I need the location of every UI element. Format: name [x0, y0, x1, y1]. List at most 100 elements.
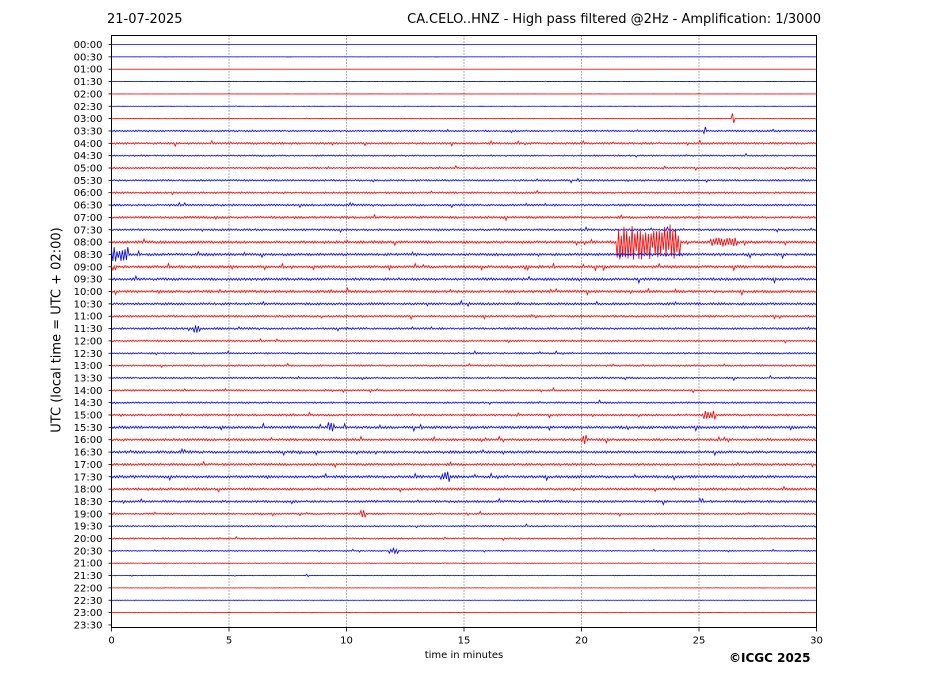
trace-line	[111, 213, 817, 222]
y-tick-label: 20:00	[74, 534, 103, 545]
copyright-notice: ©ICGC 2025	[729, 651, 811, 665]
y-tick-label: 05:30	[74, 176, 103, 187]
y-tick-label: 00:30	[74, 52, 103, 63]
y-tick-label: 22:30	[74, 596, 103, 607]
y-tick-label: 05:00	[74, 164, 103, 175]
y-tick-label: 08:30	[74, 250, 103, 261]
y-tick-label: 23:30	[74, 620, 103, 631]
y-tick-label: 12:00	[74, 336, 103, 347]
y-tick-label: 10:00	[74, 287, 103, 298]
y-tick-label: 15:00	[74, 411, 103, 422]
y-tick-label: 21:30	[74, 571, 103, 582]
trace-line	[111, 201, 817, 209]
y-tick-label: 16:00	[74, 435, 103, 446]
trace-line	[111, 573, 817, 578]
plot-frame	[111, 35, 817, 628]
x-tick-label: 0	[108, 636, 114, 647]
y-tick-label: 20:30	[74, 546, 103, 557]
trace-line	[111, 460, 817, 469]
y-tick-label: 03:00	[74, 114, 103, 125]
y-tick-label: 13:00	[74, 361, 103, 372]
trace-line	[111, 80, 817, 83]
y-tick-label: 12:30	[74, 349, 103, 360]
y-tick-label: 15:30	[74, 423, 103, 434]
trace-line	[111, 410, 817, 420]
trace-line	[111, 139, 817, 148]
trace-line	[111, 189, 817, 196]
trace-line	[111, 350, 817, 356]
trace-line	[111, 485, 817, 493]
y-tick-label: 06:00	[74, 188, 103, 199]
trace-line	[111, 152, 817, 158]
y-tick-label: 08:00	[74, 238, 103, 249]
x-tick-label: 25	[693, 636, 706, 647]
y-tick-label: 23:00	[74, 608, 103, 619]
y-tick-label: 10:30	[74, 299, 103, 310]
y-tick-label: 06:30	[74, 201, 103, 212]
y-tick-label: 19:30	[74, 522, 103, 533]
y-tick-label: 13:30	[74, 373, 103, 384]
y-tick-label: 04:00	[74, 139, 103, 150]
trace-line	[111, 546, 817, 555]
y-tick-label: 17:30	[74, 472, 103, 483]
x-tick-label: 30	[810, 636, 823, 647]
trace-line	[111, 434, 817, 445]
y-tick-label: 11:00	[74, 312, 103, 323]
y-tick-label: 00:00	[74, 40, 103, 51]
y-tick-label: 18:00	[74, 485, 103, 496]
trace-line	[111, 226, 817, 234]
y-tick-label: 01:30	[74, 77, 103, 88]
y-tick-label: 16:30	[74, 448, 103, 459]
x-tick-label: 20	[575, 636, 588, 647]
trace-line	[111, 362, 817, 369]
date-label: 21-07-2025	[107, 12, 183, 27]
trace-line	[111, 286, 817, 297]
y-tick-label: 09:00	[74, 262, 103, 273]
y-tick-label: 07:00	[74, 213, 103, 224]
trace-line	[111, 325, 817, 333]
trace-line	[111, 399, 817, 406]
trace-line	[111, 374, 817, 382]
y-tick-label: 11:30	[74, 324, 103, 335]
trace-line	[111, 338, 817, 344]
trace-line	[111, 471, 817, 482]
trace-line	[111, 126, 817, 135]
y-tick-label: 07:30	[74, 225, 103, 236]
trace-line	[111, 313, 817, 321]
y-tick-label: 14:00	[74, 386, 103, 397]
trace-line	[111, 224, 817, 260]
trace-line	[111, 535, 817, 542]
y-tick-label: 21:00	[74, 559, 103, 570]
chart-title: CA.CELO..HNZ - High pass filtered @2Hz -…	[407, 12, 821, 27]
trace-line	[111, 177, 817, 184]
trace-line	[111, 247, 817, 262]
y-tick-label: 04:30	[74, 151, 103, 162]
trace-line	[111, 299, 817, 308]
trace-line	[111, 274, 817, 285]
trace-group	[111, 44, 817, 614]
y-tick-label: 18:30	[74, 497, 103, 508]
y-tick-label: 22:00	[74, 583, 103, 594]
trace-line	[111, 422, 817, 433]
trace-line	[111, 447, 817, 457]
y-tick-label: 03:30	[74, 126, 103, 137]
trace-line	[111, 562, 817, 565]
x-ticks: 0 5 10 15 20 25 30	[108, 627, 823, 647]
y-tick-label: 19:00	[74, 509, 103, 520]
trace-line	[111, 164, 817, 171]
x-tick-label: 15	[458, 636, 471, 647]
y-tick-label: 02:00	[74, 89, 103, 100]
x-axis-label: time in minutes	[424, 650, 504, 661]
y-tick-label: 14:30	[74, 398, 103, 409]
y-tick-label: 09:30	[74, 275, 103, 286]
trace-line	[111, 386, 817, 394]
trace-line	[111, 508, 817, 518]
trace-line	[111, 523, 817, 529]
trace-line	[111, 497, 817, 506]
y-tick-label: 02:30	[74, 102, 103, 113]
y-tick-label: 01:00	[74, 65, 103, 76]
x-tick-label: 5	[226, 636, 232, 647]
y-tick-label: 17:00	[74, 460, 103, 471]
